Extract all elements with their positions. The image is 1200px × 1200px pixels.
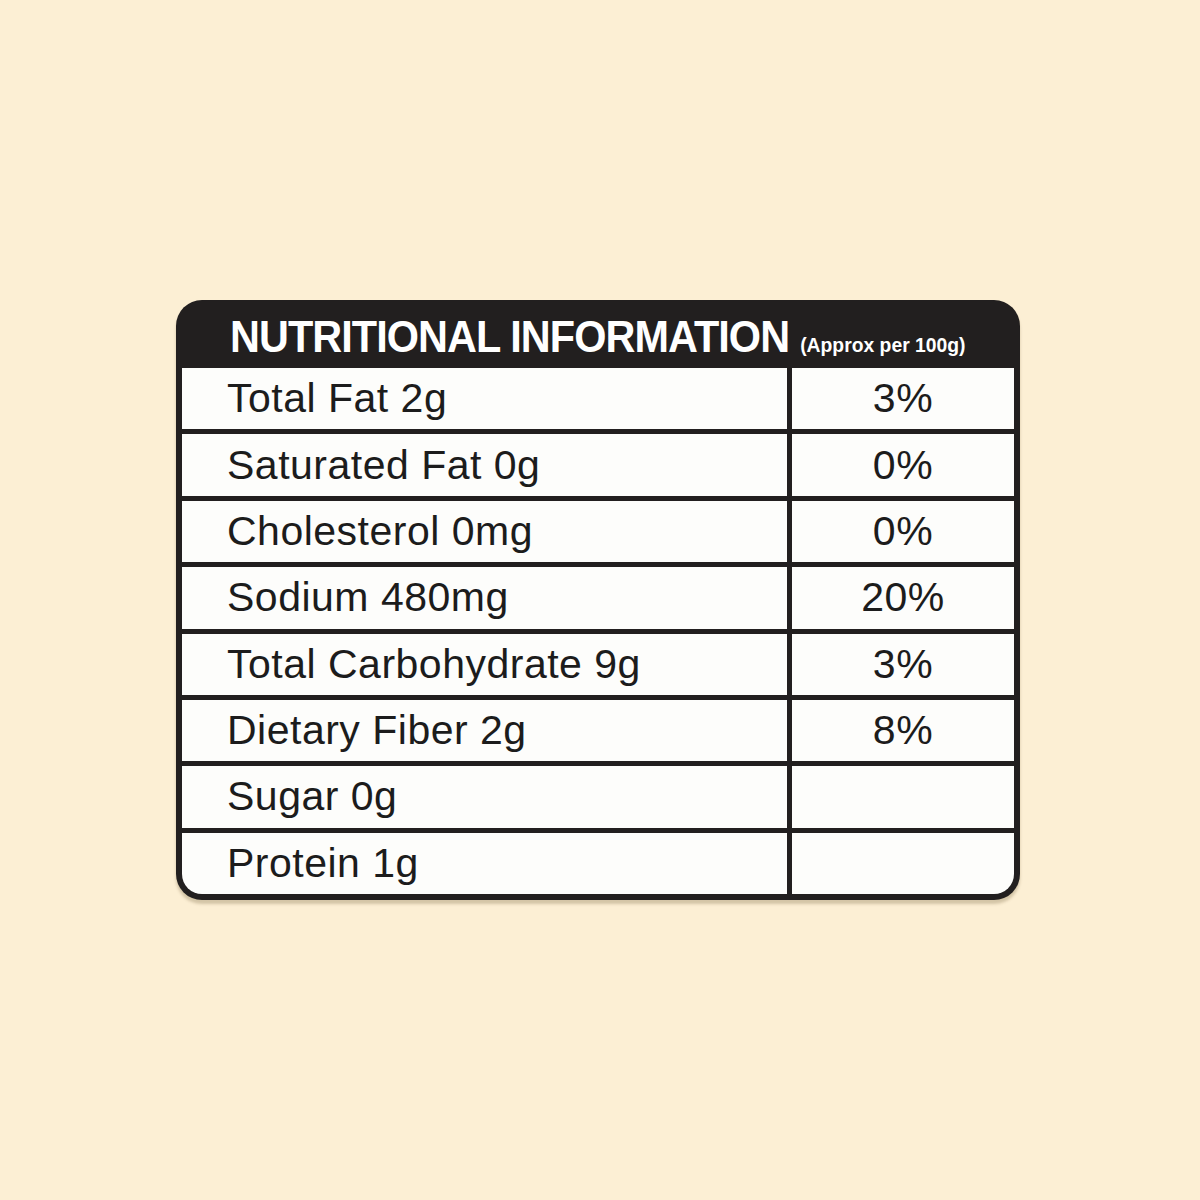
nutrition-table: Total Fat 2g 3% Saturated Fat 0g 0% Chol… bbox=[182, 368, 1014, 894]
nutrition-title: NUTRITIONAL INFORMATION bbox=[230, 311, 789, 363]
nutrient-percent bbox=[787, 833, 1014, 894]
nutrition-header: NUTRITIONAL INFORMATION (Approx per 100g… bbox=[182, 306, 1014, 368]
nutrition-subtitle: (Approx per 100g) bbox=[800, 333, 965, 357]
nutrient-percent: 8% bbox=[787, 700, 1014, 761]
nutrient-name: Dietary Fiber 2g bbox=[182, 700, 787, 761]
page-background: NUTRITIONAL INFORMATION (Approx per 100g… bbox=[0, 0, 1200, 1200]
nutrient-percent: 20% bbox=[787, 567, 1014, 628]
table-row: Sodium 480mg 20% bbox=[182, 567, 1014, 628]
nutrient-name: Cholesterol 0mg bbox=[182, 501, 787, 562]
nutrient-name: Sodium 480mg bbox=[182, 567, 787, 628]
nutrient-percent: 3% bbox=[787, 634, 1014, 695]
nutrient-name: Saturated Fat 0g bbox=[182, 434, 787, 495]
nutrition-label: NUTRITIONAL INFORMATION (Approx per 100g… bbox=[176, 300, 1020, 900]
nutrient-percent: 0% bbox=[787, 434, 1014, 495]
table-row: Cholesterol 0mg 0% bbox=[182, 501, 1014, 562]
table-row: Protein 1g bbox=[182, 833, 1014, 894]
table-row: Total Fat 2g 3% bbox=[182, 368, 1014, 429]
table-row: Saturated Fat 0g 0% bbox=[182, 434, 1014, 495]
nutrient-name: Total Carbohydrate 9g bbox=[182, 634, 787, 695]
nutrient-percent bbox=[787, 766, 1014, 827]
nutrient-name: Sugar 0g bbox=[182, 766, 787, 827]
nutrient-name: Total Fat 2g bbox=[182, 368, 787, 429]
nutrient-percent: 0% bbox=[787, 501, 1014, 562]
table-row: Dietary Fiber 2g 8% bbox=[182, 700, 1014, 761]
nutrition-header-text: NUTRITIONAL INFORMATION (Approx per 100g… bbox=[230, 311, 966, 363]
nutrient-name: Protein 1g bbox=[182, 833, 787, 894]
table-row: Sugar 0g bbox=[182, 766, 1014, 827]
table-row: Total Carbohydrate 9g 3% bbox=[182, 634, 1014, 695]
nutrient-percent: 3% bbox=[787, 368, 1014, 429]
